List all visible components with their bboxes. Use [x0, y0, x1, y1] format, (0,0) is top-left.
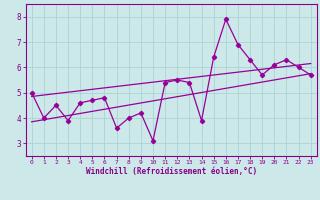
X-axis label: Windchill (Refroidissement éolien,°C): Windchill (Refroidissement éolien,°C) — [86, 167, 257, 176]
